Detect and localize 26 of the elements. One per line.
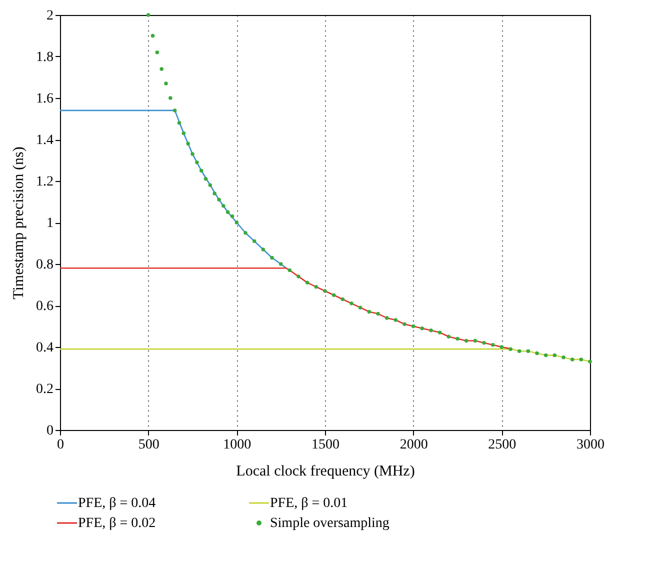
y-tick-label: 0.6 [36, 299, 54, 314]
x-tick-label: 0 [57, 438, 64, 452]
x-tick-label: 3000 [576, 438, 604, 452]
y-axis-title: Timestamp precision (ns) [11, 146, 27, 300]
x-tick-label: 1500 [312, 438, 340, 452]
y-tick-label: 1 [46, 216, 54, 231]
y-tick-label: 1.8 [36, 50, 54, 65]
y-tick-label: 0.8 [36, 258, 54, 272]
x-tick-label: 2000 [400, 438, 428, 452]
x-tick-label: 500 [138, 438, 160, 452]
y-tick-label: 0.4 [36, 340, 54, 356]
legend-label: Simple oversampling [270, 516, 390, 531]
x-axis-title: Local clock frequency (MHz) [236, 464, 415, 480]
y-tick-label: 1.6 [36, 92, 54, 106]
legend-label: PFE, β = 0.02 [78, 516, 156, 531]
y-tick-label: 2 [46, 8, 54, 24]
legend-label: PFE, β = 0.04 [78, 496, 156, 511]
y-tick-label: 1.2 [36, 174, 54, 190]
y-tick-label: 0.2 [36, 382, 54, 397]
line-series [59, 348, 591, 362]
x-tick-label: 1000 [223, 438, 252, 452]
line-series [59, 110, 287, 269]
legend-label: PFE, β = 0.01 [270, 496, 348, 511]
x-tick-label: 2500 [488, 438, 516, 452]
y-tick-label: 0 [46, 424, 54, 438]
y-tick-label: 1.4 [36, 133, 54, 148]
